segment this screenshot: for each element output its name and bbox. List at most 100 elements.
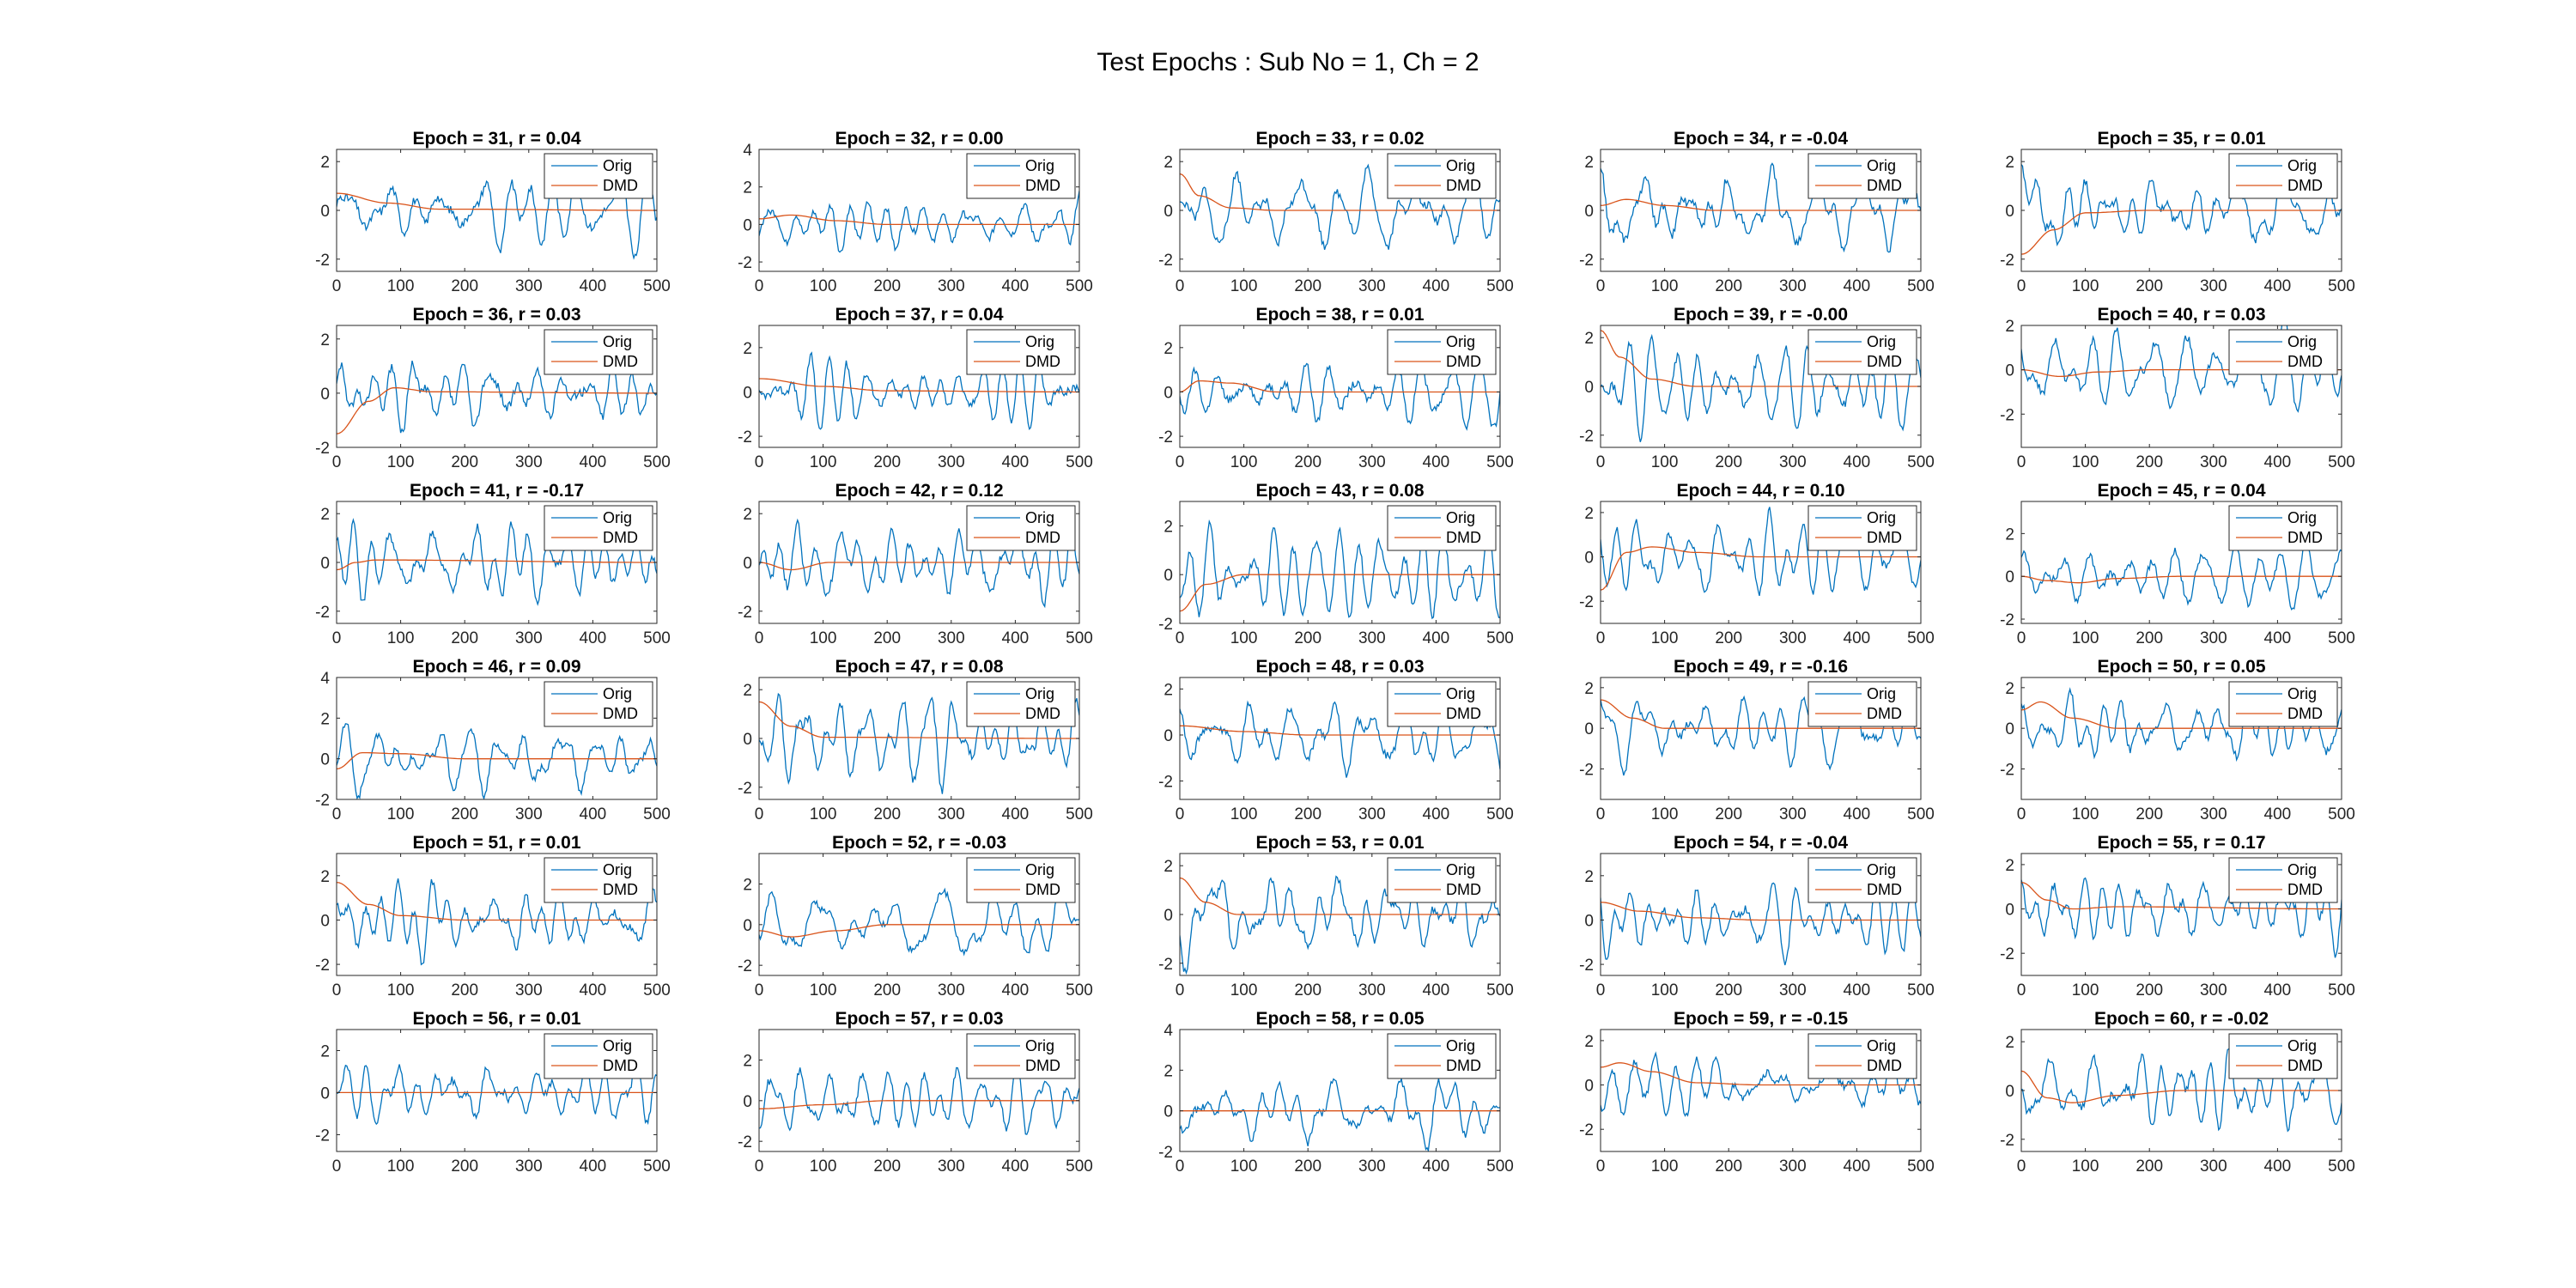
series-line-orig <box>1180 1077 1500 1151</box>
x-tick-label: 0 <box>2017 981 2026 999</box>
legend[interactable]: Orig DMD <box>2228 857 2338 903</box>
x-tick-label: 200 <box>1715 981 1742 999</box>
legend[interactable]: Orig DMD <box>2228 681 2338 727</box>
legend-label-dmd: DMD <box>2287 1057 2323 1074</box>
legend[interactable]: Orig DMD <box>966 1033 1076 1079</box>
legend[interactable]: Orig DMD <box>544 505 653 551</box>
x-tick-label: 500 <box>1907 453 1935 471</box>
legend[interactable]: Orig DMD <box>2228 329 2338 375</box>
legend[interactable]: Orig DMD <box>966 857 1076 903</box>
legend[interactable]: Orig DMD <box>1387 505 1497 551</box>
y-tick-label: 2 <box>2005 1034 2014 1052</box>
x-tick-label: 500 <box>2328 805 2355 823</box>
legend-box <box>544 1033 653 1079</box>
x-tick-label: 300 <box>2200 277 2227 295</box>
x-tick-label: 200 <box>1294 629 1321 647</box>
x-tick-label: 300 <box>515 277 543 295</box>
legend[interactable]: Orig DMD <box>1807 153 1917 199</box>
legend[interactable]: Orig DMD <box>1387 1033 1497 1079</box>
legend[interactable]: Orig DMD <box>1387 857 1497 903</box>
legend-box <box>1807 505 1917 551</box>
legend-label-orig: Orig <box>1025 333 1054 350</box>
x-tick-label: 400 <box>1423 453 1450 471</box>
x-tick-label: 400 <box>1423 805 1450 823</box>
legend-label-orig: Orig <box>1446 685 1475 702</box>
legend[interactable]: Orig DMD <box>1387 329 1497 375</box>
legend[interactable]: Orig DMD <box>544 329 653 375</box>
x-tick-label: 200 <box>451 277 478 295</box>
y-tick-label: 2 <box>320 154 330 172</box>
legend-label-dmd: DMD <box>603 529 638 546</box>
legend[interactable]: Orig DMD <box>2228 153 2338 199</box>
legend[interactable]: Orig DMD <box>1807 329 1917 375</box>
legend-label-dmd: DMD <box>2287 705 2323 722</box>
legend[interactable]: Orig DMD <box>966 329 1076 375</box>
x-tick-label: 100 <box>387 453 415 471</box>
legend[interactable]: Orig DMD <box>2228 505 2338 551</box>
x-tick-label: 200 <box>451 453 478 471</box>
legend[interactable]: Orig DMD <box>544 681 653 727</box>
x-tick-label: 500 <box>1486 277 1514 295</box>
legend[interactable]: Orig DMD <box>2228 1033 2338 1079</box>
series-line-dmd <box>759 378 1079 393</box>
legend-box <box>544 153 653 199</box>
subplot-title: Epoch = 53, r = 0.01 <box>1255 833 1424 853</box>
x-tick-label: 100 <box>387 629 415 647</box>
y-tick-label: 2 <box>1584 1033 1594 1051</box>
series-line-orig <box>1601 695 1921 776</box>
subplot-title: Epoch = 47, r = 0.08 <box>835 657 1003 677</box>
y-tick-label: 0 <box>1584 1078 1594 1096</box>
y-tick-label: 0 <box>1584 203 1594 221</box>
y-tick-label: 0 <box>743 216 752 234</box>
x-tick-label: 200 <box>873 629 901 647</box>
y-tick-label: -2 <box>1579 957 1594 975</box>
series-line-dmd <box>759 214 1079 226</box>
x-tick-label: 100 <box>387 277 415 295</box>
y-tick-label: 2 <box>2005 526 2014 544</box>
legend[interactable]: Orig DMD <box>1387 153 1497 199</box>
legend-label-orig: Orig <box>603 1037 632 1054</box>
x-tick-label: 500 <box>2328 1157 2355 1176</box>
legend-label-dmd: DMD <box>1446 353 1481 370</box>
series-line-orig <box>337 878 657 966</box>
legend[interactable]: Orig DMD <box>544 1033 653 1079</box>
x-tick-label: 100 <box>2072 805 2099 823</box>
x-tick-label: 200 <box>1294 1157 1321 1176</box>
legend-label-dmd: DMD <box>603 177 638 194</box>
legend-label-orig: Orig <box>1025 861 1054 878</box>
y-tick-label: 0 <box>1584 550 1594 568</box>
legend-box <box>1807 329 1917 375</box>
legend[interactable]: Orig DMD <box>544 857 653 903</box>
legend[interactable]: Orig DMD <box>544 153 653 199</box>
x-tick-label: 200 <box>1715 277 1742 295</box>
legend[interactable]: Orig DMD <box>1807 505 1917 551</box>
legend[interactable]: Orig DMD <box>1807 681 1917 727</box>
legend[interactable]: Orig DMD <box>966 681 1076 727</box>
x-tick-label: 300 <box>938 981 965 999</box>
x-tick-label: 200 <box>2136 277 2163 295</box>
series-line-orig <box>759 882 1079 957</box>
legend[interactable]: Orig DMD <box>966 505 1076 551</box>
x-tick-label: 300 <box>515 1157 543 1176</box>
x-tick-label: 200 <box>1715 629 1742 647</box>
subplot-title: Epoch = 39, r = -0.00 <box>1674 305 1848 325</box>
legend-label-orig: Orig <box>1867 685 1896 702</box>
x-tick-label: 200 <box>873 805 901 823</box>
subplot-title: Epoch = 59, r = -0.15 <box>1674 1009 1848 1029</box>
legend[interactable]: Orig DMD <box>966 153 1076 199</box>
legend[interactable]: Orig DMD <box>1387 681 1497 727</box>
legend-box <box>966 505 1076 551</box>
x-tick-label: 300 <box>1358 981 1386 999</box>
axes-frame <box>1600 677 1922 800</box>
legend[interactable]: Orig DMD <box>1807 1033 1917 1079</box>
x-tick-label: 0 <box>1176 1157 1185 1176</box>
legend-label-orig: Orig <box>1025 685 1054 702</box>
legend[interactable]: Orig DMD <box>1807 857 1917 903</box>
